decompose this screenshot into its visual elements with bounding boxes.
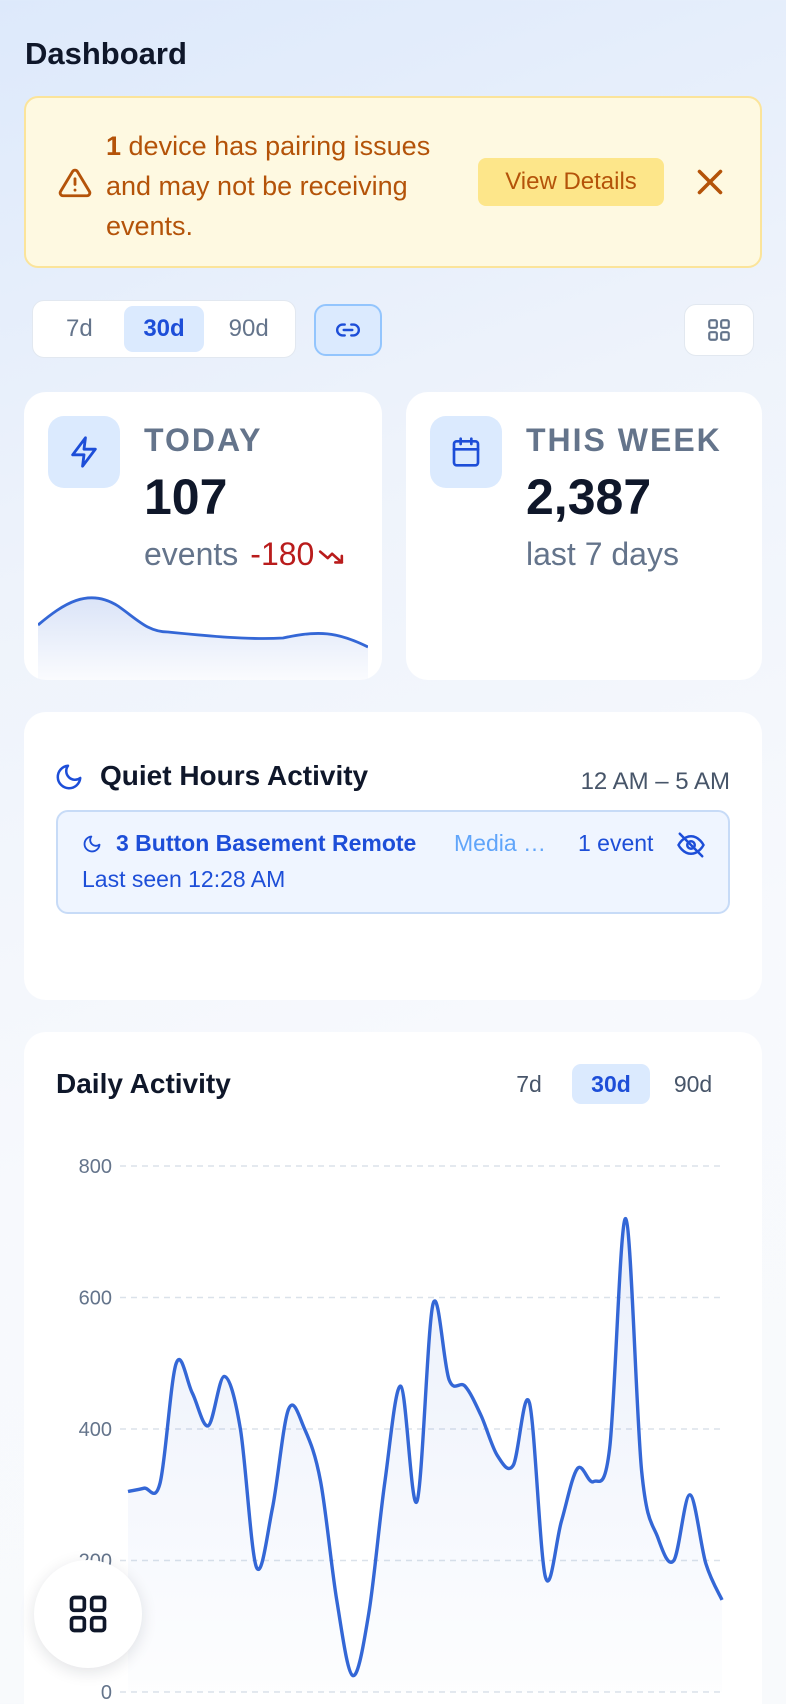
range-option-30d[interactable]: 30d [123, 306, 205, 352]
stat-subtext: events -180 [144, 536, 344, 573]
y-tick-label: 800 [79, 1156, 112, 1178]
stat-card-week[interactable]: THIS WEEK 2,387 last 7 days [406, 392, 762, 680]
stat-icon-box [430, 416, 502, 488]
sparkline-area [38, 597, 368, 680]
daily-activity-card: Daily Activity 7d 30d 90d 8006004002000 [24, 1032, 762, 1704]
quiet-hours-range: 12 AM – 5 AM [580, 768, 730, 795]
alert-count: 1 [106, 131, 122, 161]
quiet-device-item[interactable]: 3 Button Basement Remote Media Controlle… [56, 810, 730, 914]
tab-90d[interactable]: 90d [673, 1070, 713, 1097]
page-title: Dashboard [25, 36, 187, 71]
link-icon [336, 323, 360, 337]
daily-activity-chart: 8006004002000 [79, 1156, 724, 1704]
stat-subtext: last 7 days [526, 536, 679, 572]
layout-button[interactable] [684, 304, 754, 356]
eye-off-icon[interactable] [676, 830, 706, 860]
range-selector: 7d 30d 90d [32, 300, 296, 358]
view-details-button[interactable]: View Details [478, 158, 664, 206]
sparkline-line [38, 596, 368, 649]
stat-value: 2,387 [526, 469, 652, 525]
grid-icon [708, 319, 730, 341]
tab-7d[interactable]: 7d [516, 1070, 542, 1097]
stat-label: THIS WEEK [526, 422, 722, 458]
daily-range-tabs: 7d 30d 90d [490, 1064, 732, 1104]
stat-unit: events [144, 536, 239, 572]
quiet-hours-title: Quiet Hours Activity [100, 760, 369, 791]
lightning-icon [71, 436, 97, 468]
range-option-7d[interactable]: 7d [65, 315, 93, 342]
sparkline-chart [38, 596, 368, 680]
quiet-hours-card: Quiet Hours Activity 12 AM – 5 AM 3 Butt… [24, 712, 762, 1000]
event-count: 1 event [578, 830, 654, 856]
warning-triangle-icon [58, 168, 92, 198]
trending-down-icon [319, 549, 344, 564]
alert-text: device has pairing issues and may not be… [106, 131, 431, 241]
close-icon[interactable] [692, 164, 728, 200]
alert-message: 1 device has pairing issues and may not … [106, 126, 476, 246]
daily-activity-title: Daily Activity [56, 1068, 231, 1099]
stat-card-today[interactable]: TODAY 107 events -180 [24, 392, 382, 680]
range-option-90d[interactable]: 90d [228, 315, 269, 342]
activity-line [127, 1216, 724, 1678]
last-seen: Last seen 12:28 AM [82, 866, 286, 892]
tab-30d[interactable]: 30d [572, 1064, 650, 1104]
moon-icon [83, 835, 101, 853]
stat-label: TODAY [144, 422, 263, 458]
y-tick-label: 0 [101, 1682, 112, 1704]
moon-icon [56, 764, 82, 790]
menu-fab[interactable] [34, 1560, 142, 1668]
grid-icon [69, 1595, 107, 1633]
device-name[interactable]: 3 Button Basement Remote [116, 830, 417, 856]
pairing-alert: 1 device has pairing issues and may not … [24, 96, 762, 268]
activity-area [128, 1218, 722, 1692]
y-tick-label: 600 [79, 1288, 112, 1310]
stat-value: 107 [144, 469, 228, 525]
stat-delta: -180 [250, 536, 315, 572]
device-type: Media Controller [454, 830, 554, 856]
link-button[interactable] [314, 304, 382, 356]
y-tick-label: 400 [79, 1419, 112, 1441]
stat-icon-box [48, 416, 120, 488]
calendar-icon [452, 437, 480, 467]
